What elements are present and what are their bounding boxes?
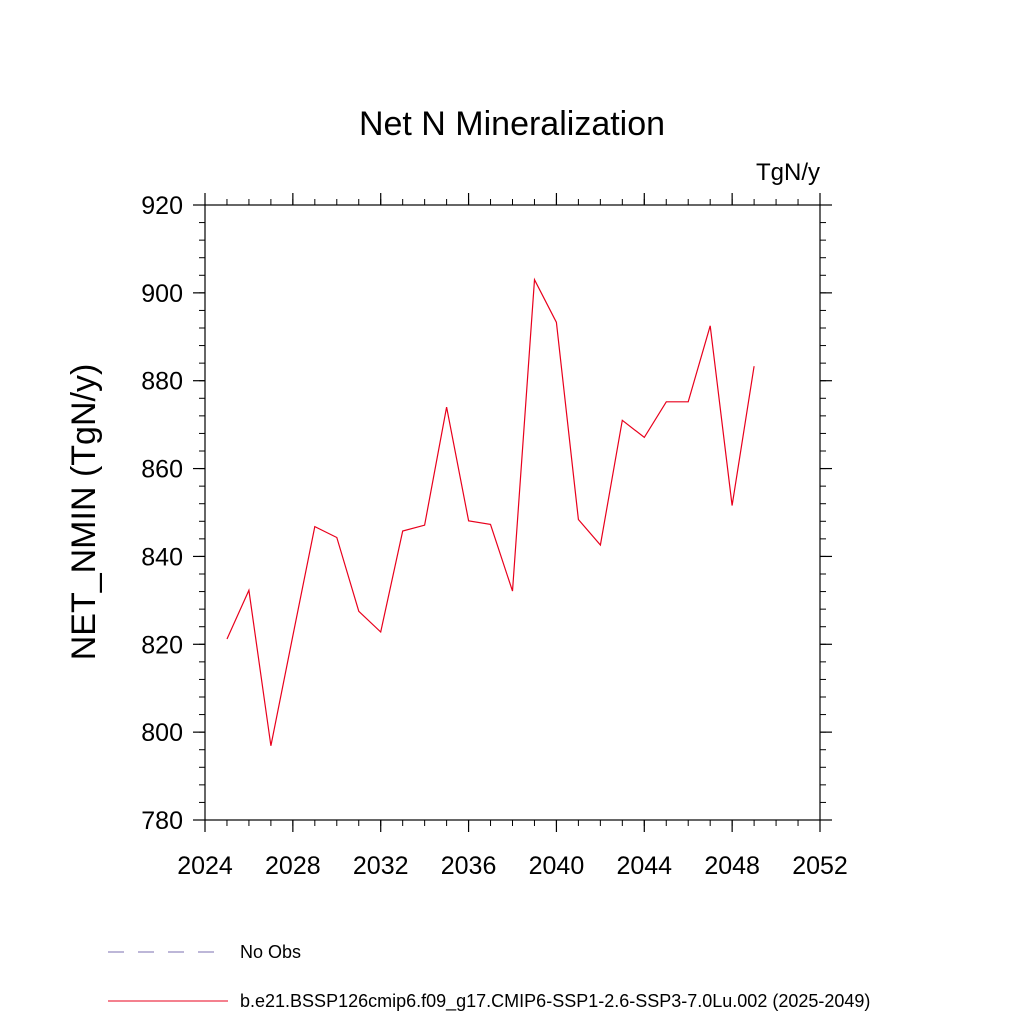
x-tick-label: 2044 xyxy=(616,852,672,880)
x-axis-tick-labels: 2024 2028 2032 2036 2040 2044 2048 2052 xyxy=(177,852,848,880)
x-axis-ticks xyxy=(204,193,821,832)
y-tick-label: 800 xyxy=(141,719,183,747)
x-tick-label: 2048 xyxy=(704,852,760,880)
units-label: TgN/y xyxy=(756,159,820,186)
y-axis-ticks xyxy=(193,204,832,821)
y-tick-label: 840 xyxy=(141,543,183,571)
x-tick-label: 2036 xyxy=(441,852,497,880)
series-layer xyxy=(226,277,755,746)
x-tick-label: 2028 xyxy=(265,852,321,880)
x-tick-label: 2040 xyxy=(529,852,585,880)
y-tick-label: 880 xyxy=(141,368,183,396)
series-line-0 xyxy=(226,277,755,746)
plot-frame xyxy=(204,204,821,821)
legend-label-no-obs: No Obs xyxy=(240,942,301,962)
y-axis-label: NET_NMIN (TgN/y) xyxy=(65,364,103,661)
y-tick-label: 860 xyxy=(141,456,183,484)
y-tick-label: 900 xyxy=(141,280,183,308)
chart-title: Net N Mineralization xyxy=(359,105,665,143)
y-axis-tick-labels: 780 800 820 840 860 880 900 920 xyxy=(141,192,183,835)
legend-label-series: b.e21.BSSP126cmip6.f09_g17.CMIP6-SSP1-2.… xyxy=(240,991,870,1012)
x-tick-label: 2024 xyxy=(177,852,233,880)
y-tick-label: 820 xyxy=(141,631,183,659)
legend: No Obs b.e21.BSSP126cmip6.f09_g17.CMIP6-… xyxy=(108,942,870,1012)
x-tick-label: 2052 xyxy=(792,852,848,880)
x-tick-label: 2032 xyxy=(353,852,409,880)
y-tick-label: 780 xyxy=(141,807,183,835)
y-tick-label: 920 xyxy=(141,192,183,220)
